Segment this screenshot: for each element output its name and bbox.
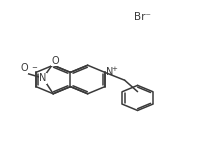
Text: O: O xyxy=(20,63,28,73)
Text: N: N xyxy=(39,73,47,83)
Text: Br⁻: Br⁻ xyxy=(134,12,151,22)
Text: N: N xyxy=(106,67,114,77)
Text: −: − xyxy=(31,65,37,71)
Text: +: + xyxy=(111,66,117,72)
Text: O: O xyxy=(52,56,60,66)
